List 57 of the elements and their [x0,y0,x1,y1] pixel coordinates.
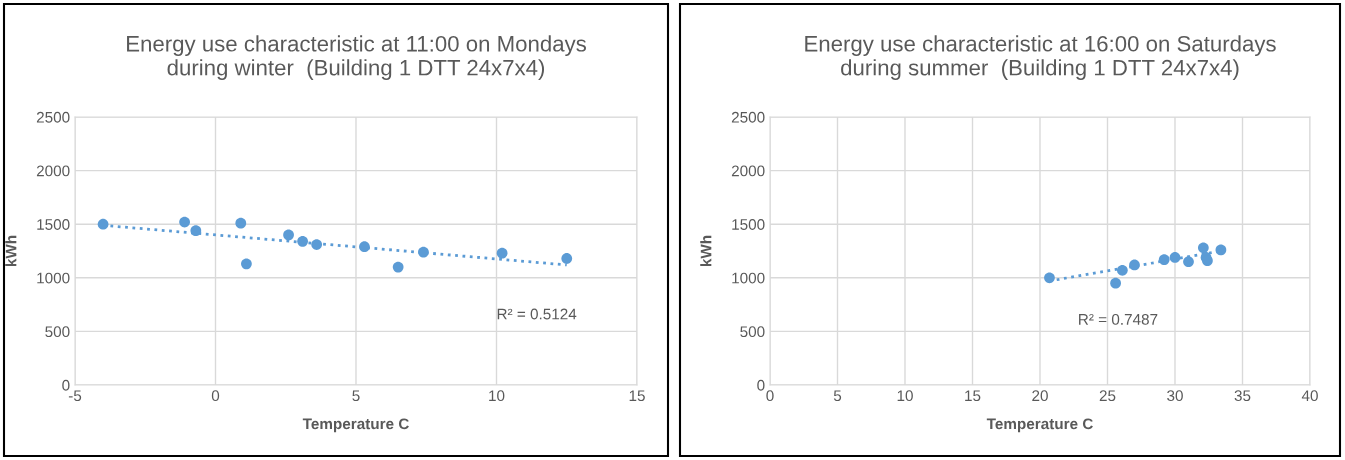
point [241,258,252,270]
y-tick-label: 0 [757,379,765,391]
x-axis-title: Temperature C [302,418,409,433]
x-tick-label: 10 [489,390,505,402]
x-tick-label: 5 [833,390,842,402]
point [1215,244,1227,256]
point [392,261,404,273]
y-tick-label: 1000 [732,272,765,284]
point [1129,259,1140,271]
x-tick-label: 15 [965,390,981,402]
y-tick-label: 0 [62,379,70,391]
x-tick-label: 35 [1234,390,1251,402]
annotation: R² = 0.5124 [497,308,577,320]
point [1110,277,1121,289]
y-tick-label: 2500 [731,111,765,123]
chart-title: Energy use characteristic at 11:00 on Mondays during winter (Building 1 DTT 24x7x4) [127,35,586,80]
x-tick-label: 15 [629,390,645,402]
y-axis-title: kWh [700,235,712,267]
x-tick-label: 5 [352,390,360,402]
point [283,229,294,241]
x-tick-label: 30 [1167,390,1183,402]
x-tick-label: 10 [897,390,913,402]
y-tick-label: 500 [45,326,70,338]
point [235,217,247,229]
x-axis-title: Temperature C [986,418,1093,433]
y-tick-label: 2000 [36,165,70,177]
annotation: R² = 0.7487 [1079,313,1158,325]
chart-title: Energy use characteristic at 16:00 on Saturdays during summer (Building 1 DTT 24x7x4) [805,35,1276,80]
point [418,246,429,258]
point [1197,242,1209,254]
point [1183,256,1194,268]
point [1202,255,1213,267]
y-tick-label: 1000 [37,272,70,284]
point [179,216,190,228]
y-tick-label: 1500 [37,219,70,230]
y-tick-label: 2000 [731,165,765,177]
x-tick-label: 40 [1301,390,1318,402]
point [297,235,308,247]
point [97,218,109,230]
x-tick-label: 0 [211,390,220,402]
x-tick-label: 25 [1099,390,1116,402]
point [190,225,202,237]
x-tick-label: 20 [1032,390,1048,402]
x-tick-label: 0 [766,390,774,402]
point [561,253,573,264]
y-tick-label: 500 [740,326,765,338]
y-tick-label: 1500 [732,219,765,230]
point [359,241,370,253]
x-tick-label: -5 [68,390,82,402]
point [496,247,508,259]
point [1116,264,1128,276]
y-axis-title: kWh [5,235,17,267]
y-tick-label: 2500 [36,111,70,123]
point [1044,272,1055,284]
point [1158,254,1170,265]
point [1169,252,1181,263]
point [311,239,323,250]
